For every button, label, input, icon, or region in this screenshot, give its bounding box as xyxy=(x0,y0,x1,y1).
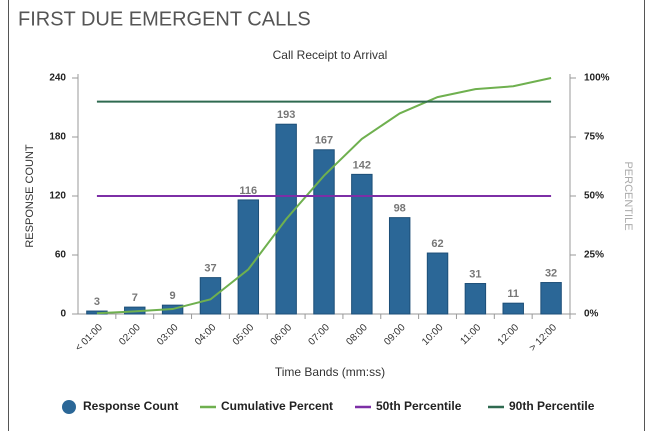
bar xyxy=(426,252,449,315)
bar xyxy=(351,173,373,315)
bar xyxy=(502,302,524,315)
value-label: 31 xyxy=(469,268,481,280)
legend-label: Cumulative Percent xyxy=(221,399,333,413)
legend-label: Response Count xyxy=(83,399,178,413)
value-label: 7 xyxy=(132,292,138,304)
y-tick-label: 180 xyxy=(49,132,66,143)
legend-swatch xyxy=(62,400,76,414)
value-label: 116 xyxy=(239,185,257,197)
page-title: FIRST DUE EMERGENT CALLS xyxy=(18,8,311,30)
value-label: 167 xyxy=(315,135,333,147)
chart-title: Call Receipt to Arrival xyxy=(273,48,388,62)
value-label: 3 xyxy=(94,296,100,308)
value-label: 9 xyxy=(170,290,176,302)
y-tick-label: 120 xyxy=(49,191,66,202)
bar xyxy=(540,282,562,315)
legend-label: 50th Percentile xyxy=(376,399,462,413)
y-tick-label: 240 xyxy=(49,73,66,84)
bar xyxy=(464,283,487,315)
value-label: 193 xyxy=(277,109,295,121)
bar xyxy=(388,217,411,315)
y2-tick-label: 50% xyxy=(584,191,604,202)
bar xyxy=(199,277,222,315)
value-label: 37 xyxy=(204,263,216,275)
legend-label: 90th Percentile xyxy=(509,399,595,413)
y-tick-label: 60 xyxy=(55,250,67,261)
value-label: 11 xyxy=(507,288,519,300)
y-tick-label: 0 xyxy=(60,309,66,320)
value-label: 62 xyxy=(431,238,443,250)
value-label: 98 xyxy=(394,203,406,215)
y2-tick-label: 75% xyxy=(584,132,604,143)
y-axis-label: RESPONSE COUNT xyxy=(24,144,36,248)
bar xyxy=(313,149,335,315)
line xyxy=(96,77,552,315)
x-axis-label: Time Bands (mm:ss) xyxy=(275,365,385,379)
value-label: 32 xyxy=(545,267,557,279)
bar xyxy=(237,199,260,315)
y2-tick-label: 0% xyxy=(584,309,599,320)
value-label: 142 xyxy=(353,159,371,171)
y2-tick-label: 100% xyxy=(584,73,610,84)
y2-axis-label: PERCENTILE xyxy=(622,161,634,230)
y2-tick-label: 25% xyxy=(584,250,604,261)
